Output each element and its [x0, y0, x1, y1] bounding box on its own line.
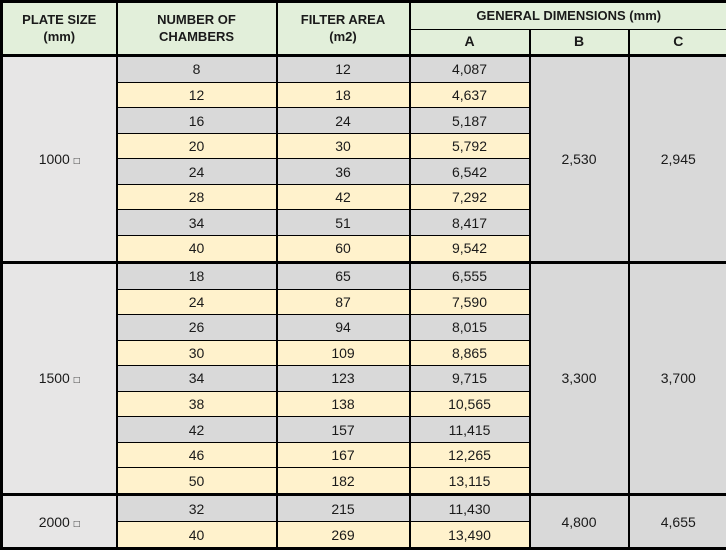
chambers-cell: 8 — [115, 55, 278, 83]
chambers-cell: 24 — [115, 158, 278, 185]
filter-area-cell: 42 — [275, 183, 411, 211]
filter-area-cell: 94 — [275, 314, 411, 341]
header-dim-b: B — [528, 29, 630, 57]
table-row: 30 109 8,865 — [2, 339, 726, 367]
dim-a-cell: 8,015 — [408, 314, 531, 341]
dim-a-cell: 8,865 — [408, 339, 531, 367]
header-general-dimensions: GENERAL DIMENSIONS (mm) — [408, 1, 726, 30]
dim-a-cell: 6,542 — [408, 158, 531, 185]
filter-area-cell: 12 — [275, 55, 411, 83]
chambers-cell: 34 — [115, 209, 278, 236]
filter-area-cell: 138 — [275, 390, 411, 418]
dim-c-cell: 4,655 — [627, 493, 726, 549]
dim-a-cell: 9,542 — [408, 234, 531, 263]
dim-a-cell: 5,187 — [408, 107, 531, 134]
dim-a-cell: 6,555 — [408, 260, 531, 290]
table-row: 42 157 11,415 — [2, 416, 726, 443]
plate-size-value: 1500 — [38, 370, 70, 387]
dim-a-cell: 5,792 — [408, 132, 531, 160]
table-row: 12 18 4,637 — [2, 81, 726, 109]
table-row: 1000 □ 8 12 4,087 2,530 2,945 — [0, 55, 726, 263]
table-row: 38 138 10,565 — [2, 390, 726, 418]
chambers-cell: 38 — [115, 390, 278, 418]
filter-area-cell: 182 — [275, 467, 411, 496]
chambers-cell: 32 — [115, 493, 278, 522]
filter-area-cell: 18 — [275, 81, 411, 109]
table-row: 2000 □ 32 215 11,430 4,800 4,655 — [0, 493, 726, 549]
table-row: 34 123 9,715 — [2, 365, 726, 392]
dim-b-cell: 3,300 — [528, 260, 630, 496]
filter-area-cell: 51 — [275, 209, 411, 236]
filter-area-cell: 215 — [275, 493, 411, 522]
chambers-cell: 16 — [115, 107, 278, 134]
table-row: 24 36 6,542 — [2, 158, 726, 185]
dim-a-cell: 13,115 — [408, 467, 531, 496]
dim-a-cell: 7,590 — [408, 288, 531, 316]
header-row-sub: A B C — [2, 29, 726, 57]
chambers-cell: 50 — [115, 467, 278, 496]
chambers-cell: 20 — [115, 132, 278, 160]
chambers-cell: 12 — [115, 81, 278, 109]
table-row: 46 167 12,265 — [2, 441, 726, 469]
dim-b-cell: 4,800 — [528, 493, 630, 549]
square-icon: □ — [73, 155, 80, 167]
dim-a-cell: 12,265 — [408, 441, 531, 469]
table-row: 40 269 13,490 — [2, 521, 726, 549]
table-row: 26 94 8,015 — [2, 314, 726, 341]
dim-c-cell: 2,945 — [627, 55, 726, 263]
dim-c-cell: 3,700 — [627, 260, 726, 496]
filter-area-cell: 109 — [275, 339, 411, 367]
filter-area-cell: 65 — [275, 260, 411, 290]
filter-area-cell: 167 — [275, 441, 411, 469]
chambers-cell: 46 — [115, 441, 278, 469]
chambers-cell: 42 — [115, 416, 278, 443]
dim-a-cell: 11,430 — [408, 493, 531, 522]
table-row: 1500 □ 18 65 6,555 3,300 3,700 — [0, 260, 726, 496]
plate-size-value: 2000 — [38, 513, 70, 530]
header-dim-c: C — [627, 29, 726, 57]
square-icon: □ — [73, 518, 80, 530]
chambers-cell: 24 — [115, 288, 278, 316]
filter-area-cell: 30 — [275, 132, 411, 160]
plate-size-cell: 2000 □ — [0, 493, 118, 549]
header-filter-area: FILTER AREA (m2) — [275, 1, 411, 57]
dim-a-cell: 4,087 — [408, 55, 531, 83]
table-header: PLATE SIZE (mm) NUMBER OF CHAMBERS FILTE… — [0, 1, 726, 57]
dim-a-cell: 4,637 — [408, 81, 531, 109]
square-icon: □ — [73, 375, 80, 387]
plate-size-value: 1000 — [38, 150, 70, 167]
chambers-cell: 30 — [115, 339, 278, 367]
header-plate-size: PLATE SIZE (mm) — [0, 1, 118, 57]
filter-area-cell: 157 — [275, 416, 411, 443]
chambers-cell: 26 — [115, 314, 278, 341]
filter-area-cell: 87 — [275, 288, 411, 316]
dim-a-cell: 11,415 — [408, 416, 531, 443]
chambers-cell: 28 — [115, 183, 278, 211]
filter-area-cell: 123 — [275, 365, 411, 392]
filter-area-cell: 269 — [275, 521, 411, 549]
dim-a-cell: 8,417 — [408, 209, 531, 236]
table-body: 1000 □ 8 12 4,087 2,530 2,945 12 18 4,637 16 24 5,1… — [0, 55, 726, 549]
chambers-cell: 18 — [115, 260, 278, 290]
dim-a-cell: 9,715 — [408, 365, 531, 392]
header-number-of-chambers: NUMBER OF CHAMBERS — [115, 1, 278, 57]
plate-size-cell: 1000 □ — [0, 55, 118, 263]
dim-a-cell: 7,292 — [408, 183, 531, 211]
filter-area-cell: 24 — [275, 107, 411, 134]
chambers-cell: 40 — [115, 234, 278, 263]
filter-area-cell: 60 — [275, 234, 411, 263]
dim-a-cell: 13,490 — [408, 521, 531, 549]
chambers-cell: 40 — [115, 521, 278, 549]
header-dim-a: A — [408, 29, 531, 57]
dim-a-cell: 10,565 — [408, 390, 531, 418]
table-row: 16 24 5,187 — [2, 107, 726, 134]
chambers-cell: 34 — [115, 365, 278, 392]
filter-area-cell: 36 — [275, 158, 411, 185]
dim-b-cell: 2,530 — [528, 55, 630, 263]
table-row: 20 30 5,792 — [2, 132, 726, 160]
plate-size-cell: 1500 □ — [0, 260, 118, 496]
header-row-top: PLATE SIZE (mm) NUMBER OF CHAMBERS FILTE… — [0, 1, 726, 57]
